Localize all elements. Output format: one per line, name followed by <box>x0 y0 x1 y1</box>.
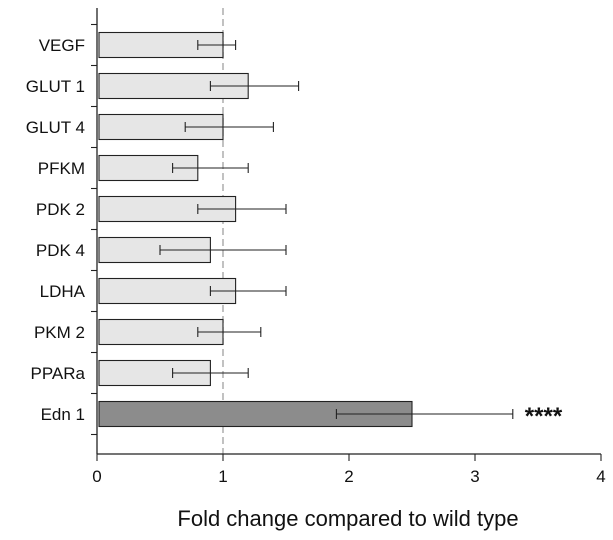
bar-vegf <box>98 31 224 59</box>
category-label: PPARa <box>31 364 86 383</box>
x-tick-label: 0 <box>92 467 101 486</box>
x-tick-label: 2 <box>344 467 353 486</box>
x-axis-title: Fold change compared to wild type <box>177 506 518 531</box>
category-label: VEGF <box>39 36 85 55</box>
x-tick-label: 4 <box>596 467 605 486</box>
category-label: GLUT 4 <box>26 118 85 137</box>
category-label: PKM 2 <box>34 323 85 342</box>
x-tick-label: 1 <box>218 467 227 486</box>
plot-area: VEGF GLUT 1 GLUT 4 PFKM PDK 2 PDK 4 LDHA PKM 2 P… <box>26 8 606 486</box>
category-label: GLUT 1 <box>26 77 85 96</box>
category-label: Edn 1 <box>41 405 85 424</box>
category-label: PFKM <box>38 159 85 178</box>
category-label: PDK 4 <box>36 241 85 260</box>
category-label: PDK 2 <box>36 200 85 219</box>
category-label: LDHA <box>40 282 86 301</box>
x-tick-label: 3 <box>470 467 479 486</box>
significance-annotation: **** <box>525 403 563 430</box>
